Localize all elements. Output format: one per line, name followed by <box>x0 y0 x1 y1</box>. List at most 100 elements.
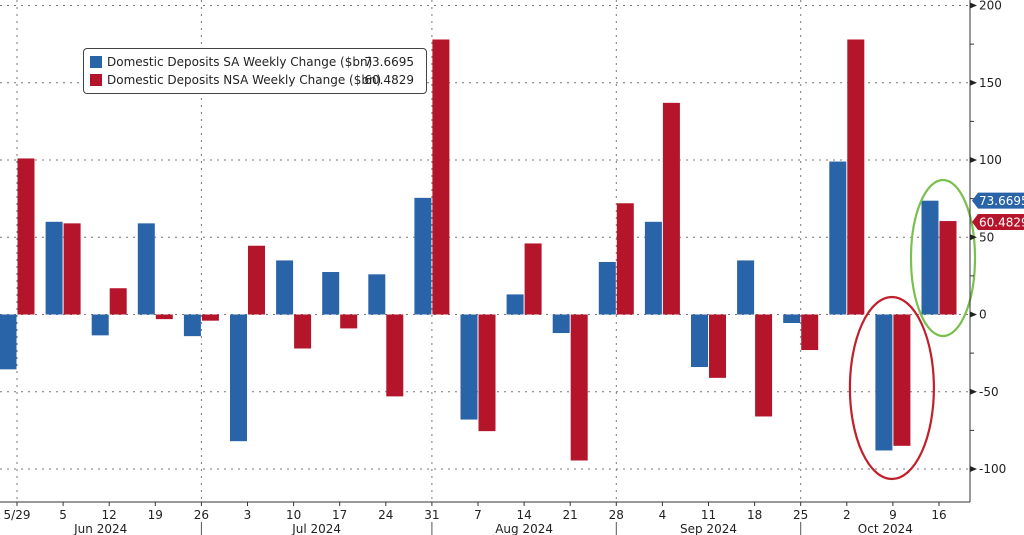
legend-label-sa: Domestic Deposits SA Weekly Change ($bn) <box>107 55 373 69</box>
legend-value-nsa: 60.4829 <box>364 73 414 87</box>
y-tick-label: -100 <box>979 462 1006 476</box>
month-label: Aug 2024 <box>495 522 553 535</box>
x-tick-label: 18 <box>747 508 762 522</box>
bar-nsa <box>109 288 127 315</box>
bar-nsa <box>432 39 450 315</box>
bar-sa <box>414 197 432 315</box>
x-tick-label: 16 <box>931 508 946 522</box>
bar-sa <box>45 221 63 315</box>
y-tick-mark <box>970 311 977 318</box>
legend-item-sa: Domestic Deposits SA Weekly Change ($bn)… <box>90 54 420 70</box>
bar-sa <box>691 314 708 368</box>
y-tick-label: 100 <box>979 153 1002 167</box>
bar-sa <box>737 260 755 315</box>
x-tick-label: 17 <box>332 508 347 522</box>
y-tick-mark <box>970 466 977 472</box>
bar-sa <box>598 261 616 315</box>
bar-sa <box>829 161 847 315</box>
x-tick-label: 2 <box>843 508 851 522</box>
bar-sa <box>230 314 247 442</box>
bar-nsa <box>939 221 957 315</box>
x-tick-label: 12 <box>102 508 117 522</box>
bar-sa <box>875 314 893 451</box>
bar-nsa <box>570 314 588 461</box>
legend-swatch-nsa <box>90 74 102 86</box>
x-tick-label: 31 <box>424 508 439 522</box>
legend-swatch-sa <box>90 56 102 68</box>
y-tick-label: -50 <box>979 385 999 399</box>
highlight-ellipse-green <box>909 178 977 338</box>
y-axis: -100 -50 0 50 100 150 200 73.6695 60.4829 <box>969 0 1024 502</box>
legend-label-nsa: Domestic Deposits NSA Weekly Change ($bn… <box>107 73 382 87</box>
x-tick-label: 3 <box>244 508 252 522</box>
last-value-text-sa: 73.6695 <box>979 194 1024 208</box>
bar-nsa <box>386 314 404 397</box>
x-tick-label: 11 <box>701 508 716 522</box>
bar-nsa <box>340 314 358 329</box>
bar-nsa <box>155 314 173 320</box>
x-tick-label: 7 <box>474 508 482 522</box>
annotations <box>848 178 977 481</box>
bar-sa <box>0 314 17 370</box>
x-tick-label: 24 <box>378 508 393 522</box>
bar-nsa <box>893 314 911 446</box>
bar-sa <box>183 314 201 337</box>
bar-nsa <box>662 102 680 315</box>
x-tick-label: 21 <box>563 508 578 522</box>
x-tick-label: 4 <box>659 508 667 522</box>
x-tick-label: 9 <box>889 508 897 522</box>
bar-nsa <box>801 314 819 351</box>
x-tick-label: 28 <box>609 508 624 522</box>
y-tick-label: 200 <box>979 0 1002 13</box>
y-tick-mark <box>970 388 977 395</box>
bar-nsa <box>201 314 219 321</box>
bar-nsa <box>17 158 35 315</box>
bar-nsa <box>294 314 312 349</box>
x-tick-label: 26 <box>194 508 209 522</box>
bar-nsa <box>63 223 81 315</box>
legend-item-nsa: Domestic Deposits NSA Weekly Change ($bn… <box>90 72 420 88</box>
x-axis: 5/29 5 12 19 26 3 10 17 24 31 7 14 21 28 4 11 18 25 2 9 16 Ju… <box>0 501 970 535</box>
last-value-text-nsa: 60.4829 <box>979 216 1024 230</box>
y-tick-mark <box>970 2 977 9</box>
x-tick-label: 19 <box>148 508 163 522</box>
month-label: Oct 2024 <box>858 522 913 535</box>
y-tick-label: 150 <box>979 76 1002 90</box>
x-tick-label: 25 <box>793 508 808 522</box>
last-value-tag-sa <box>972 192 1024 209</box>
bar-sa <box>276 260 294 315</box>
x-tick-label: 14 <box>516 508 531 522</box>
y-tick-label: 0 <box>979 308 987 322</box>
month-label: Sep 2024 <box>680 522 737 535</box>
bar-nsa <box>478 314 496 432</box>
bars <box>0 39 957 461</box>
x-tick-label: 5 <box>59 508 67 522</box>
bar-sa <box>644 221 662 315</box>
highlight-ellipse-red <box>848 295 936 481</box>
bar-sa <box>137 223 155 315</box>
bar-nsa <box>248 245 265 315</box>
bar-nsa <box>847 39 865 315</box>
bar-nsa <box>616 203 634 315</box>
bar-nsa <box>709 314 726 378</box>
bar-sa <box>460 314 478 420</box>
bar-sa <box>921 200 939 315</box>
x-tick-label: 5/29 <box>4 508 31 522</box>
y-tick-mark <box>970 79 977 86</box>
month-label: Jul 2024 <box>291 522 341 535</box>
bar-sa <box>91 314 109 336</box>
last-value-tag-nsa <box>972 214 1024 230</box>
legend-value-sa: 73.6695 <box>364 55 414 69</box>
month-label: Jun 2024 <box>73 522 127 535</box>
bar-sa <box>783 314 801 323</box>
bar-sa <box>506 294 524 315</box>
y-tick-mark <box>970 234 977 241</box>
bar-nsa <box>524 243 542 315</box>
bar-sa <box>368 274 386 315</box>
x-tick-label: 10 <box>286 508 301 522</box>
legend: Domestic Deposits SA Weekly Change ($bn)… <box>83 48 427 94</box>
bar-sa <box>322 272 340 315</box>
bar-nsa <box>755 314 773 417</box>
y-tick-label: 50 <box>979 230 994 244</box>
